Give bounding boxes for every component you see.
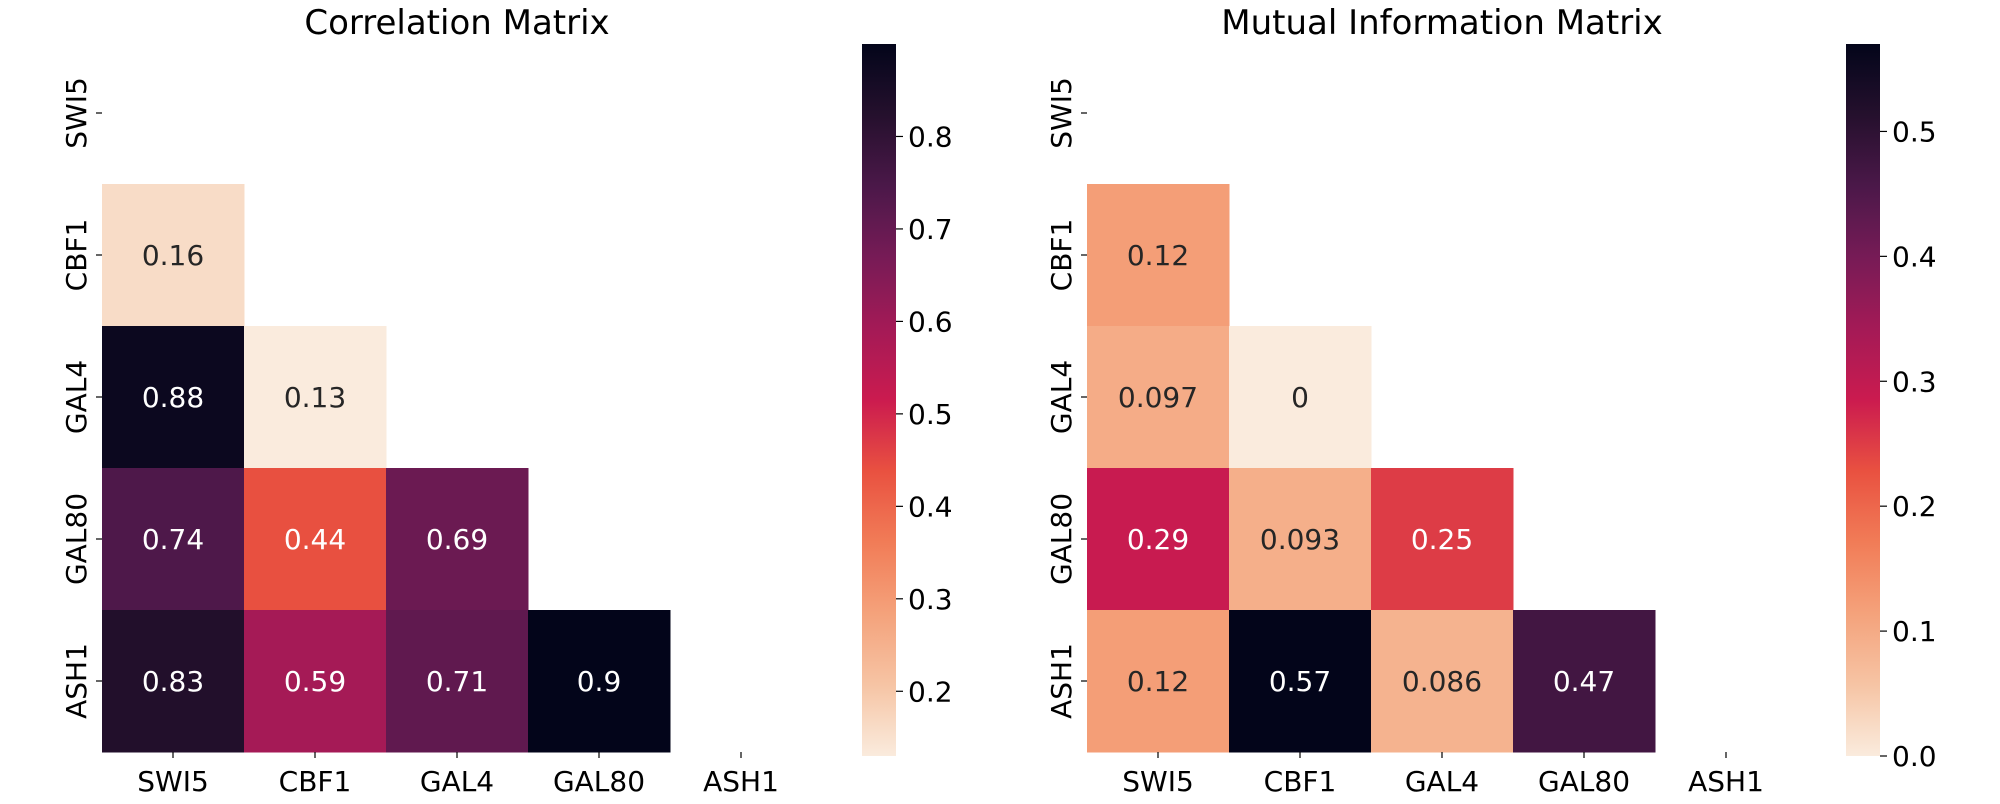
cell-value-label: 0.16: [142, 239, 204, 272]
x-tick-label: GAL4: [1405, 765, 1479, 798]
x-tick-label: ASH1: [1688, 765, 1764, 798]
colorbar-tick-label: 0.1: [1892, 615, 1937, 648]
y-tick-label: SWI5: [60, 77, 93, 149]
x-tick-label: GAL80: [553, 765, 645, 798]
y-tick-label: GAL4: [1045, 360, 1078, 434]
x-tick-label: GAL80: [1538, 765, 1630, 798]
y-tick-label: ASH1: [60, 643, 93, 719]
colorbar: [862, 44, 896, 756]
heatmap-cell: [244, 468, 387, 611]
chart-title: Correlation Matrix: [304, 3, 609, 43]
heatmap-cell: [1513, 610, 1656, 753]
cell-value-label: 0.097: [1118, 381, 1198, 414]
cell-value-label: 0.25: [1411, 523, 1473, 556]
x-tick-label: GAL4: [420, 765, 494, 798]
cell-value-label: 0.59: [284, 665, 346, 698]
x-tick-label: SWI5: [1122, 765, 1194, 798]
heatmap-cell: [1087, 184, 1230, 327]
colorbar-tick-label: 0.4: [908, 490, 953, 523]
cell-value-label: 0.086: [1402, 665, 1482, 698]
colorbar-tick-label: 0.6: [908, 305, 953, 338]
heatmap-cell: [1087, 468, 1230, 611]
colorbar: [1846, 44, 1880, 756]
x-tick-label: CBF1: [279, 765, 352, 798]
cell-value-label: 0.12: [1127, 239, 1189, 272]
x-tick-label: CBF1: [1264, 765, 1337, 798]
heatmap-cell: [102, 468, 245, 611]
y-tick-label: CBF1: [60, 219, 93, 292]
heatmap-cell: [1229, 468, 1372, 611]
cell-value-label: 0.9: [577, 665, 622, 698]
y-tick-label: GAL4: [60, 360, 93, 434]
heatmap-cell: [1371, 610, 1514, 753]
cell-value-label: 0: [1291, 381, 1309, 414]
colorbar-tick-label: 0.5: [908, 398, 953, 431]
colorbar-tick-label: 0.3: [1892, 365, 1937, 398]
colorbar-tick-label: 0.3: [908, 583, 953, 616]
colorbar-tick-label: 0.4: [1892, 240, 1937, 273]
heatmap-panel-2: Mutual Information Matrix 0.12 0.097 0 0.29 0…: [1045, 3, 1937, 798]
heatmap-cell: [1229, 326, 1372, 469]
cell-value-label: 0.71: [426, 665, 488, 698]
heatmap-cell: [1371, 468, 1514, 611]
cell-value-label: 0.83: [142, 665, 204, 698]
heatmap-cell: [528, 610, 671, 753]
x-tick-label: ASH1: [703, 765, 779, 798]
y-tick-label: ASH1: [1045, 643, 1078, 719]
heatmap-cell: [102, 326, 245, 469]
cell-value-label: 0.57: [1269, 665, 1331, 698]
y-tick-label: SWI5: [1045, 77, 1078, 149]
colorbar-tick-label: 0.2: [908, 675, 953, 708]
cell-value-label: 0.47: [1553, 665, 1615, 698]
cell-value-label: 0.12: [1127, 665, 1189, 698]
heatmap-cell: [102, 184, 245, 327]
colorbar-tick-label: 0.2: [1892, 490, 1937, 523]
colorbar-tick-label: 0.5: [1892, 115, 1937, 148]
cell-value-label: 0.74: [142, 523, 204, 556]
y-tick-label: GAL80: [60, 493, 93, 585]
heatmap-cell: [386, 468, 529, 611]
cell-value-label: 0.13: [284, 381, 346, 414]
colorbar-tick-label: 0.0: [1892, 740, 1937, 773]
heatmap-cell: [244, 326, 387, 469]
cell-value-label: 0.88: [142, 381, 204, 414]
cell-value-label: 0.44: [284, 523, 346, 556]
heatmap-cell: [102, 610, 245, 753]
chart-title: Mutual Information Matrix: [1221, 3, 1663, 43]
heatmap-cell: [386, 610, 529, 753]
y-tick-label: CBF1: [1045, 219, 1078, 292]
heatmap-cell: [1087, 326, 1230, 469]
colorbar-tick-label: 0.8: [908, 120, 953, 153]
heatmap-panel-1: Correlation Matrix 0.16 0.88 0.13 0.74 0.44 0.…: [60, 3, 953, 798]
cell-value-label: 0.093: [1260, 523, 1340, 556]
heatmap-cell: [244, 610, 387, 753]
y-tick-label: GAL80: [1045, 493, 1078, 585]
x-tick-label: SWI5: [137, 765, 209, 798]
cell-value-label: 0.69: [426, 523, 488, 556]
heatmap-cell: [1229, 610, 1372, 753]
colorbar-tick-label: 0.7: [908, 213, 953, 246]
heatmap-cell: [1087, 610, 1230, 753]
cell-value-label: 0.29: [1127, 523, 1189, 556]
